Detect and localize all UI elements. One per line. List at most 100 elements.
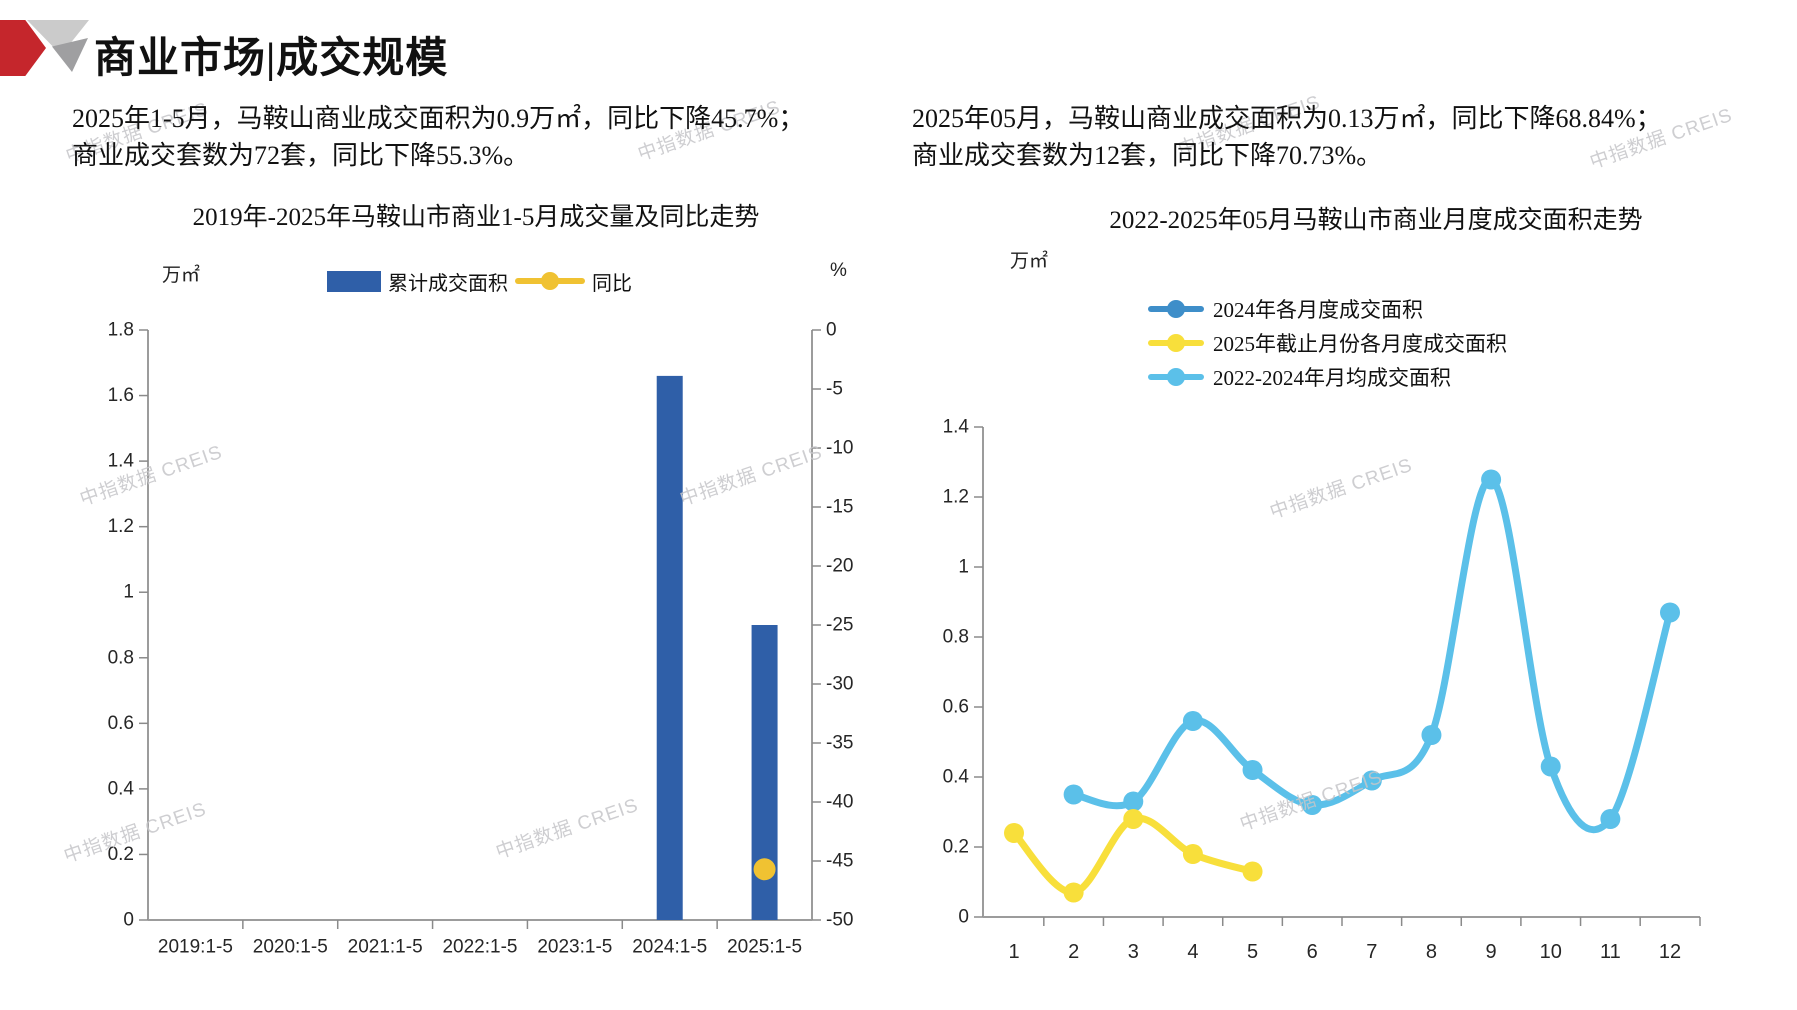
series-point-1 [1242, 861, 1263, 882]
legend-dot-avg [1167, 368, 1185, 386]
x-axis-label: 2020:1-5 [253, 937, 328, 958]
left-chart-title: 2019年-2025年马鞍山市商业1-5月成交量及同比走势 [192, 204, 760, 231]
legend-label-avg: 2022-2024年月均成交面积 [1213, 366, 1451, 390]
left-axis-tick-label: 1.8 [108, 320, 134, 341]
y-axis-tick-label: 1.2 [943, 487, 969, 508]
series-point-1 [1063, 882, 1084, 903]
series-point-2 [1540, 756, 1561, 777]
left-summary-text: 2025年1-5月，马鞍山商业成交面积为0.9万㎡，同比下降45.7%； 商业成… [72, 100, 804, 174]
left-axis-tick-label: 1.2 [108, 516, 134, 537]
y-axis-tick-label: 0.4 [943, 767, 970, 788]
series-point-2 [1242, 760, 1263, 780]
right-axis-tick-label: -40 [826, 792, 853, 813]
right-axis-tick-label: -20 [826, 556, 853, 577]
month-label: 3 [1128, 941, 1139, 963]
month-label: 10 [1540, 941, 1562, 963]
legend-dot-2024 [1167, 300, 1185, 318]
x-axis-label: 2023:1-5 [537, 937, 612, 958]
legend-dot-2025 [1167, 334, 1185, 352]
legend-row-avg: 2022-2024年月均成交面积 [1141, 360, 1507, 394]
series-point-2 [1421, 725, 1442, 745]
left-chart-unit-left: 万㎡ [162, 265, 201, 286]
y-axis-tick-label: 0 [958, 907, 969, 928]
legend-line-dot [541, 272, 559, 290]
left-chart-legend: 累计成交面积 同比 [327, 269, 632, 295]
right-chart-unit: 万㎡ [1010, 251, 1049, 272]
left-axis-tick-label: 0.6 [108, 713, 134, 734]
y-axis-tick-label: 0.2 [943, 837, 969, 858]
right-axis-tick-label: -25 [826, 615, 853, 636]
left-chart-unit-right: % [830, 260, 847, 281]
y-axis-tick-label: 0.8 [943, 627, 969, 648]
series-line-1 [1010, 814, 1257, 896]
bar-2024:1-5 [656, 375, 683, 920]
series-point-2 [1123, 791, 1144, 812]
right-chart-title: 2022-2025年05月马鞍山市商业月度成交面积走势 [1109, 207, 1643, 234]
month-label: 5 [1247, 941, 1258, 963]
right-summary-line2: 商业成交套数为12套，同比下降70.73%。 [912, 141, 1383, 170]
legend-label-yoy: 同比 [592, 272, 632, 295]
left-axis-tick-label: 0.8 [108, 647, 134, 668]
x-axis-label: 2019:1-5 [158, 937, 233, 958]
left-summary-line1: 2025年1-5月，马鞍山商业成交面积为0.9万㎡，同比下降45.7%； [72, 104, 805, 133]
left-summary-line2: 商业成交套数为72套，同比下降55.3%。 [72, 141, 530, 170]
right-chart-legend: 2024年各月度成交面积 2025年截止月份各月度成交面积 2022-2024年… [1141, 292, 1507, 394]
series-point-1 [1123, 809, 1144, 829]
creis-logo [0, 18, 92, 78]
series-point-1 [1004, 823, 1024, 843]
legend-row-2024: 2024年各月度成交面积 [1141, 292, 1507, 326]
yoy-point-2025:1-5 [753, 858, 776, 881]
legend-label-cumulative-area: 累计成交面积 [388, 272, 508, 295]
right-axis-tick-label: -50 [826, 910, 853, 931]
right-axis-tick-label: -15 [826, 497, 853, 518]
series-point-2 [1302, 795, 1323, 815]
right-axis-tick-label: -35 [826, 733, 853, 754]
right-axis-tick-label: 0 [826, 320, 837, 341]
series-point-2 [1361, 770, 1382, 791]
legend-line-swatch-2025 [1148, 332, 1204, 354]
month-label: 7 [1366, 941, 1377, 963]
right-axis-tick-label: -30 [826, 674, 853, 695]
right-summary-text: 2025年05月，马鞍山商业成交面积为0.13万㎡，同比下降68.84%； 商业… [912, 100, 1662, 174]
y-axis-tick-label: 1 [958, 557, 969, 578]
left-axis-tick-label: 0 [123, 910, 134, 931]
right-summary-line1: 2025年05月，马鞍山商业成交面积为0.13万㎡，同比下降68.84%； [912, 104, 1662, 133]
legend-label-2024: 2024年各月度成交面积 [1213, 298, 1423, 322]
y-axis-tick-label: 0.6 [943, 697, 969, 718]
left-axis-tick-label: 0.4 [108, 778, 135, 799]
x-axis-label: 2022:1-5 [442, 937, 517, 958]
series-point-1 [1182, 844, 1203, 864]
legend-line-swatch-avg [1148, 366, 1204, 388]
legend-row-2025: 2025年截止月份各月度成交面积 [1141, 326, 1507, 360]
left-axis-tick-label: 1.6 [108, 385, 134, 406]
x-axis-label: 2024:1-5 [632, 937, 707, 958]
month-label: 8 [1426, 941, 1437, 963]
month-label: 4 [1187, 941, 1198, 963]
month-label: 11 [1600, 941, 1621, 963]
y-axis-tick-label: 1.4 [943, 417, 970, 438]
right-axis-tick-label: -5 [826, 379, 843, 400]
page-title: 商业市场|成交规模 [94, 36, 449, 82]
legend-line-swatch [515, 270, 585, 292]
left-axis-tick-label: 1 [123, 582, 134, 603]
month-label: 9 [1486, 941, 1497, 963]
right-axis-tick-label: -10 [826, 438, 853, 459]
x-axis-label: 2025:1-5 [727, 937, 802, 958]
month-label: 12 [1659, 941, 1681, 963]
series-point-2 [1660, 602, 1680, 623]
left-axis-tick-label: 1.4 [108, 451, 135, 472]
right-axis-tick-label: -45 [826, 851, 853, 872]
month-label: 2 [1068, 941, 1079, 963]
month-label: 1 [1008, 941, 1019, 963]
month-label: 6 [1307, 941, 1318, 963]
series-point-2 [1600, 809, 1621, 829]
legend-bar-swatch [327, 270, 381, 292]
series-point-2 [1481, 469, 1502, 490]
series-point-2 [1063, 784, 1084, 805]
legend-line-swatch-2024 [1148, 298, 1204, 320]
legend-label-2025: 2025年截止月份各月度成交面积 [1213, 332, 1507, 356]
left-axis-tick-label: 0.2 [108, 844, 134, 865]
x-axis-label: 2021:1-5 [348, 937, 423, 958]
